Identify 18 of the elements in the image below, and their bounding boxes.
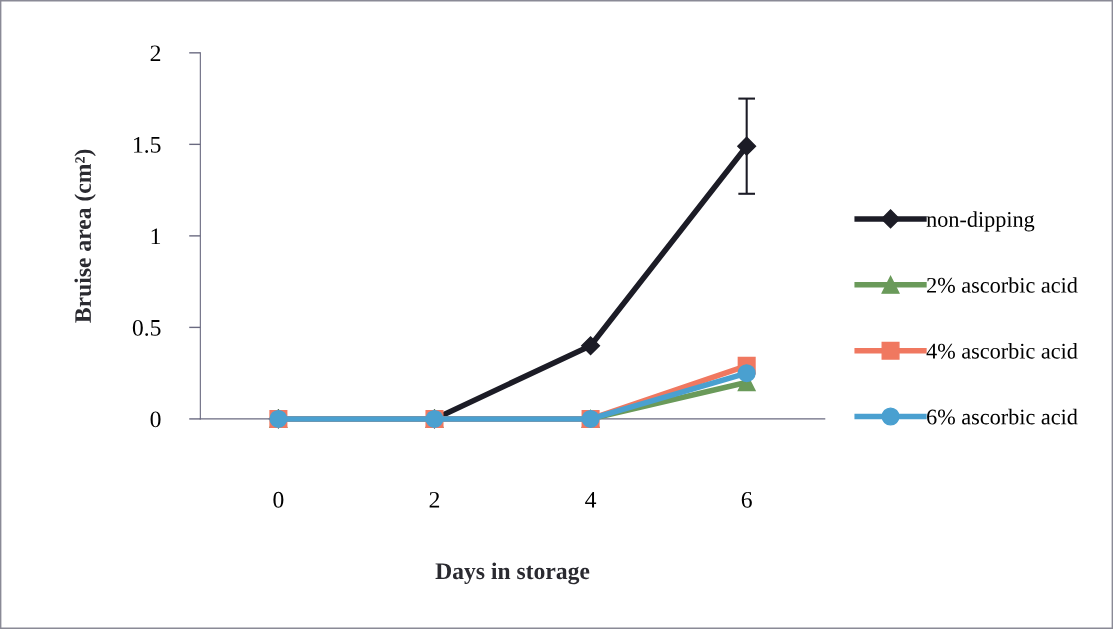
- x-tick-label: 6: [741, 491, 752, 508]
- x-tick-label: 0: [273, 491, 284, 508]
- x-tick-label: 4: [585, 491, 597, 508]
- legend-label: non-dipping: [926, 211, 1035, 232]
- x-tick-label: 2: [429, 491, 440, 508]
- point: [737, 136, 757, 156]
- legend-label: 2% ascorbic acid: [927, 277, 1078, 293]
- y-tick-label: 0.5: [132, 319, 161, 336]
- legend-label: 4% ascorbic acid: [926, 343, 1078, 359]
- legend-label: 6% ascorbic acid: [927, 408, 1078, 425]
- y-tick-label: 1.5: [134, 136, 161, 153]
- y-tick-label: 2: [150, 45, 161, 62]
- point: [737, 364, 756, 383]
- y-axis-title: Bruise area (cm²): [74, 149, 96, 323]
- point: [581, 336, 601, 356]
- y-tick-label: 0: [150, 411, 161, 428]
- x-axis-title: Days in storage: [435, 562, 590, 585]
- y-tick-label: 1: [151, 228, 161, 245]
